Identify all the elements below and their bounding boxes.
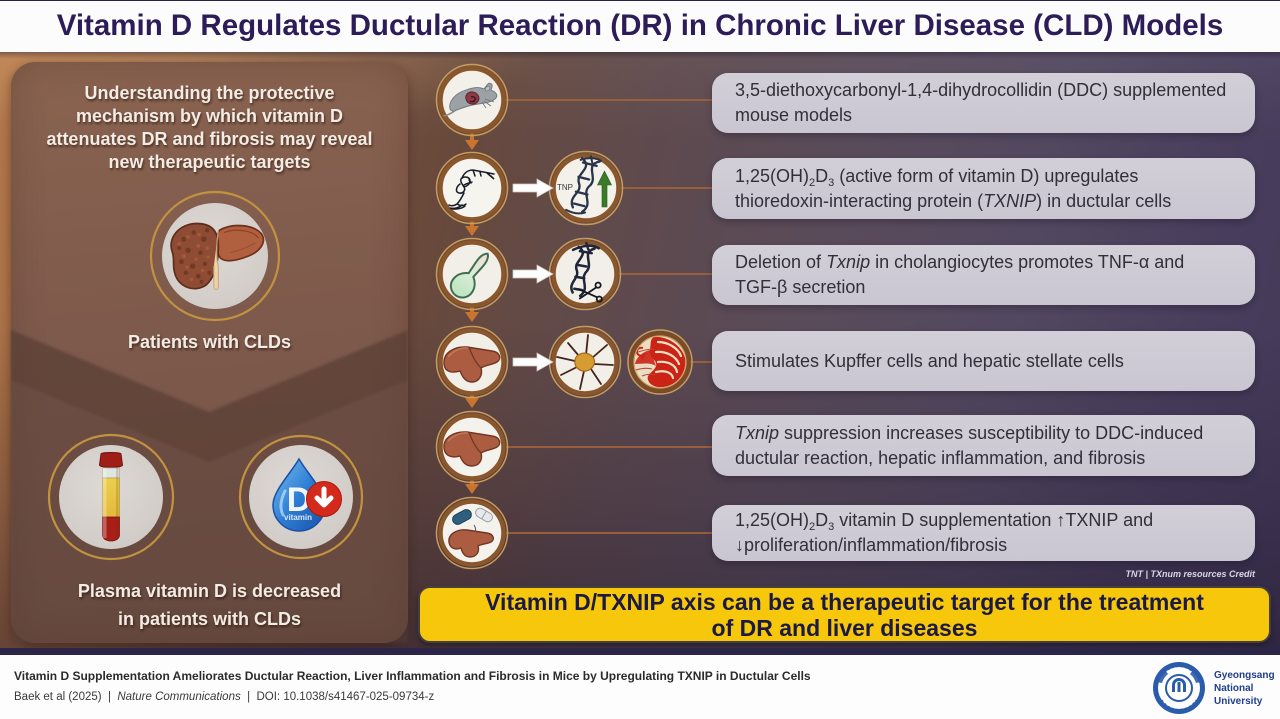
svg-text:vitamin: vitamin [284, 513, 312, 522]
svg-text:TNP: TNP [557, 183, 573, 192]
